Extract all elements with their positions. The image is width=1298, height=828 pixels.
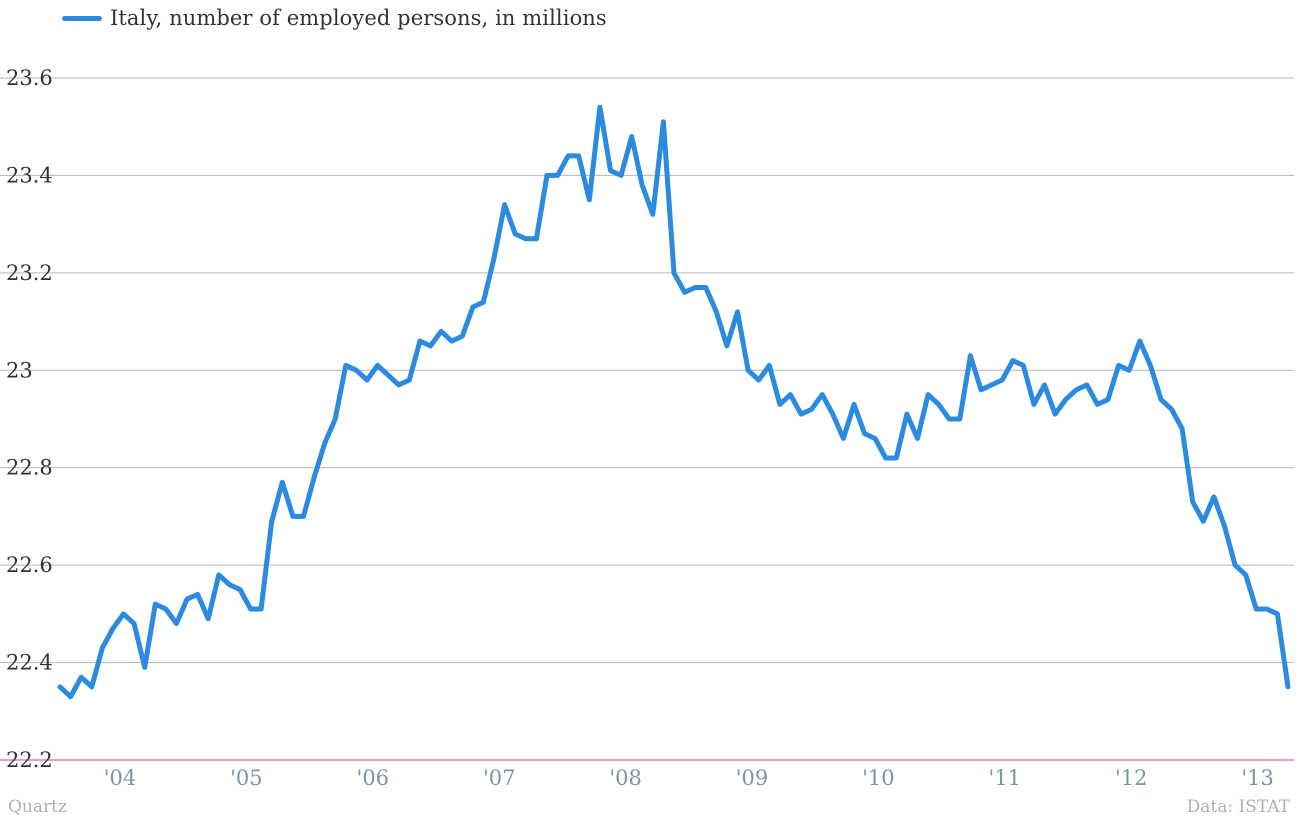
x-tick-label: '07: [483, 766, 516, 790]
y-tick-label: 23.6: [6, 66, 53, 90]
x-tick-label: '12: [1115, 766, 1148, 790]
y-tick-label: 22.4: [6, 651, 53, 675]
x-tick-label: '10: [862, 766, 895, 790]
x-tick-label: '11: [989, 766, 1022, 790]
y-tick-label: 22.2: [6, 748, 53, 772]
y-tick-label: 23: [6, 358, 33, 382]
y-tick-label: 22.6: [6, 553, 53, 577]
series-layer: [57, 104, 1291, 700]
y-axis-ticks: 22.2 22.4 22.6 22.8 23 23.2 23.4 23.6: [6, 66, 53, 772]
x-tick-label: '06: [357, 766, 390, 790]
x-tick-label: '04: [104, 766, 137, 790]
y-tick-label: 23.4: [6, 163, 53, 187]
grid-lines: [0, 77, 1294, 761]
x-tick-label: '05: [230, 766, 263, 790]
legend: Italy, number of employed persons, in mi…: [62, 6, 607, 30]
y-tick-label: 22.8: [6, 456, 53, 480]
legend-label: Italy, number of employed persons, in mi…: [110, 6, 607, 30]
x-tick-label: '08: [609, 766, 642, 790]
x-tick-label: '09: [736, 766, 769, 790]
y-tick-label: 23.2: [6, 261, 53, 285]
x-tick-label: '13: [1241, 766, 1274, 790]
series-line-employed-persons: [57, 104, 1291, 700]
footer-credit: Quartz: [8, 797, 67, 817]
footer-source: Data: ISTAT: [1186, 797, 1290, 817]
x-axis-ticks: '04 '05 '06 '07 '08 '09 '10 '11 '12 '13: [104, 766, 1274, 790]
legend-swatch: [62, 15, 102, 21]
